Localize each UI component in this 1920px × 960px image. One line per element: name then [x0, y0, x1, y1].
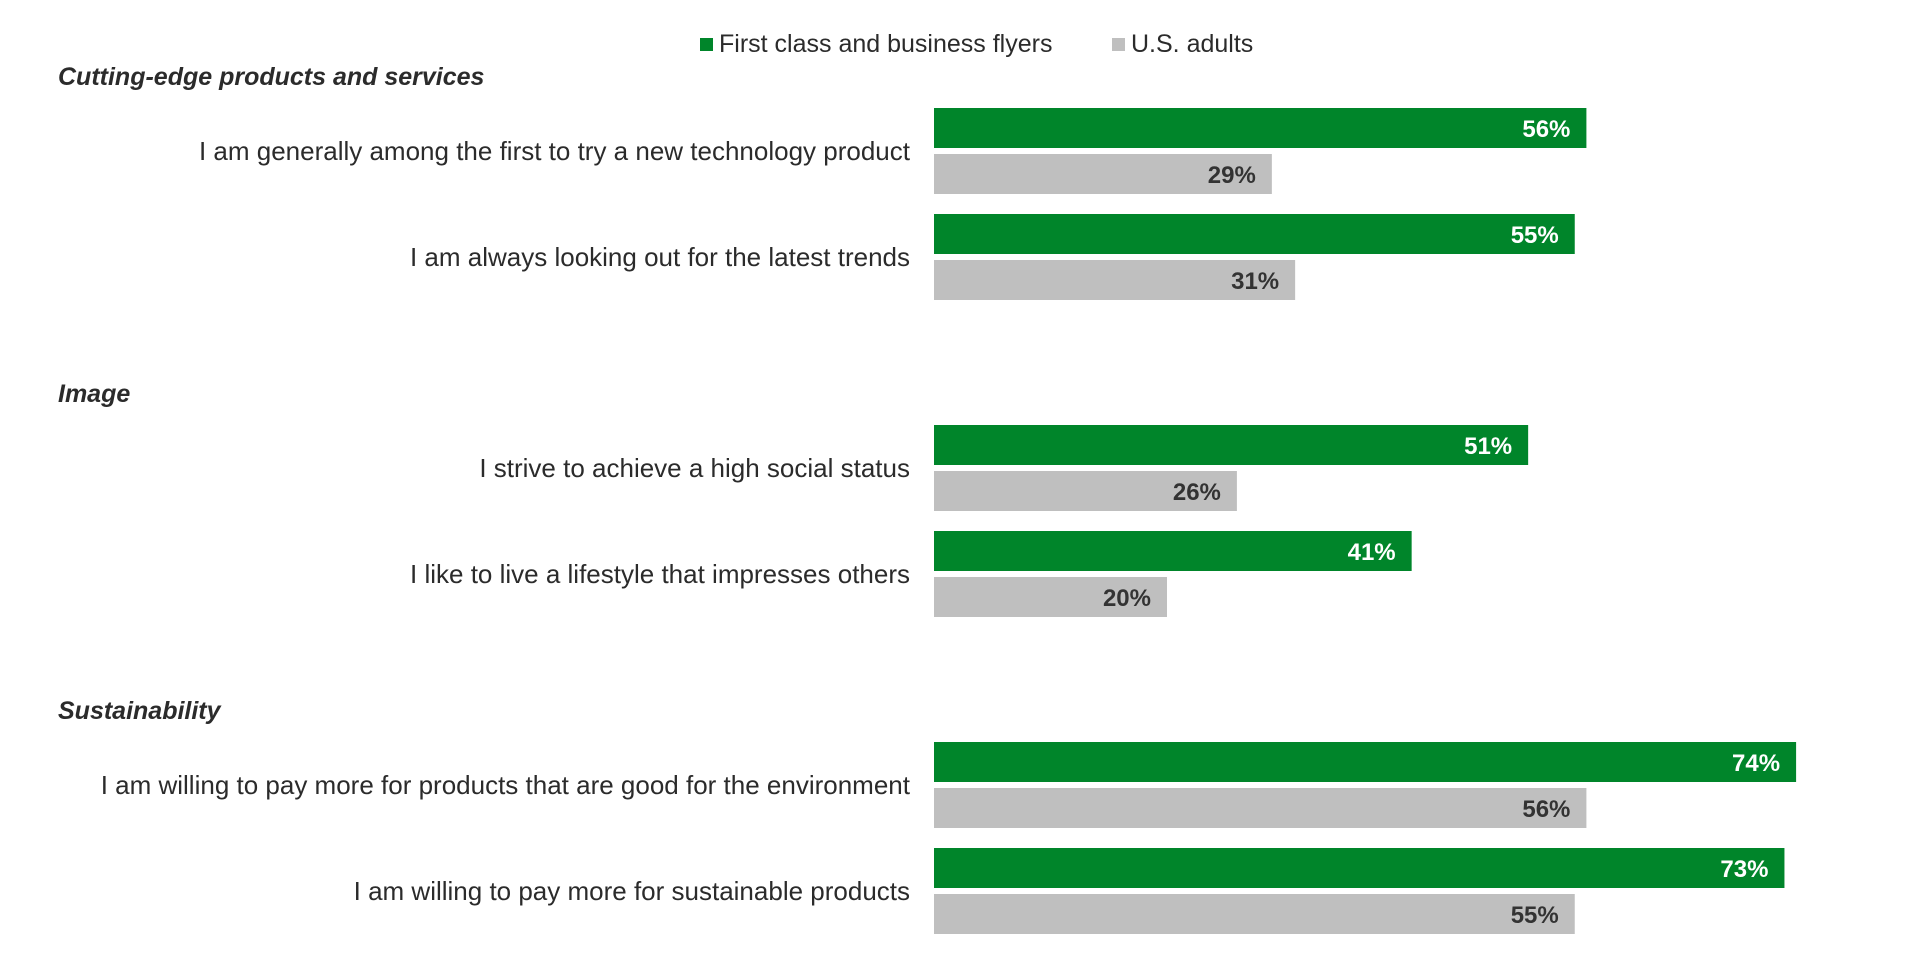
- legend-swatch-us-adults: [1112, 38, 1125, 51]
- bar-u-s-adults: [934, 894, 1575, 934]
- data-label-first-class-and-business-flyers: 74%: [1732, 750, 1780, 777]
- data-label-u-s-adults: 55%: [1511, 902, 1559, 929]
- data-label-u-s-adults: 31%: [1231, 268, 1279, 295]
- legend-swatch-first-class: [700, 38, 713, 51]
- bar-u-s-adults: [934, 260, 1296, 300]
- legend-label-us-adults: U.S. adults: [1131, 30, 1253, 58]
- group-title-sustainability: Sustainability: [58, 697, 222, 725]
- bar-first-class-and-business-flyers: [934, 742, 1797, 782]
- data-label-first-class-and-business-flyers: 56%: [1522, 116, 1570, 143]
- bar-first-class-and-business-flyers: [934, 108, 1587, 148]
- row-label: I am generally among the first to try a …: [199, 136, 911, 166]
- group-title-cutting-edge-products-and-services: Cutting-edge products and services: [58, 63, 485, 91]
- data-label-first-class-and-business-flyers: 41%: [1348, 539, 1396, 566]
- row-label: I am always looking out for the latest t…: [410, 242, 910, 272]
- row-label: I am willing to pay more for products th…: [101, 770, 911, 800]
- row-label: I like to live a lifestyle that impresse…: [410, 559, 910, 589]
- bar-u-s-adults: [934, 471, 1237, 511]
- bar-first-class-and-business-flyers: [934, 531, 1412, 571]
- plot-area: Cutting-edge products and services I am g…: [58, 63, 1797, 934]
- data-label-u-s-adults: 20%: [1103, 585, 1151, 612]
- chart-legend: First class and business flyers U.S. adu…: [700, 30, 1253, 58]
- data-label-first-class-and-business-flyers: 55%: [1511, 222, 1559, 249]
- bar-first-class-and-business-flyers: [934, 425, 1529, 465]
- row-label: I strive to achieve a high social status: [479, 453, 910, 483]
- row-label: I am willing to pay more for sustainable…: [354, 876, 910, 906]
- bar-u-s-adults: [934, 577, 1167, 617]
- bar-first-class-and-business-flyers: [934, 214, 1575, 254]
- data-label-first-class-and-business-flyers: 73%: [1720, 856, 1768, 883]
- bar-first-class-and-business-flyers: [934, 848, 1785, 888]
- legend-label-first-class: First class and business flyers: [719, 30, 1052, 58]
- data-label-first-class-and-business-flyers: 51%: [1464, 433, 1512, 460]
- data-label-u-s-adults: 56%: [1522, 796, 1570, 823]
- bar-u-s-adults: [934, 788, 1587, 828]
- data-label-u-s-adults: 26%: [1173, 479, 1221, 506]
- data-label-u-s-adults: 29%: [1208, 162, 1256, 189]
- bar-u-s-adults: [934, 154, 1272, 194]
- group-title-image: Image: [58, 380, 130, 408]
